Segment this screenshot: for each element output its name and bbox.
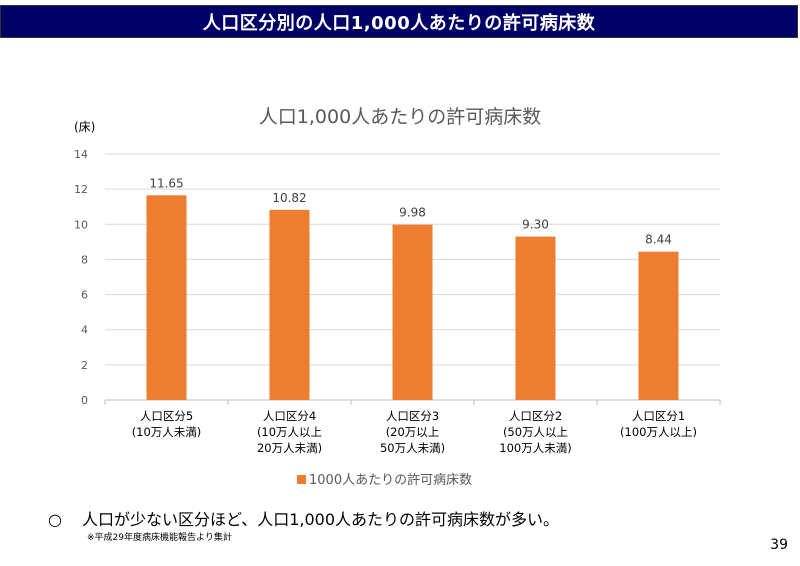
source-note: ※平成29年度病床機能報告より集計 bbox=[87, 533, 232, 543]
x-tick-label: 20万人未満) bbox=[257, 441, 322, 455]
legend-label: 1000人あたりの許可病床数 bbox=[309, 473, 472, 488]
bar bbox=[638, 251, 679, 400]
y-tick-label: 2 bbox=[81, 359, 88, 372]
x-tick-label: (100万人以上) bbox=[620, 425, 697, 439]
legend-swatch bbox=[297, 475, 306, 484]
summary-note: ○ 人口が少ない区分ほど、人口1,000人あたりの許可病床数が多い。 bbox=[48, 506, 559, 530]
data-label: 9.30 bbox=[522, 218, 549, 232]
y-tick-label: 10 bbox=[74, 218, 88, 231]
chart-title: 人口1,000人あたりの許可病床数 bbox=[259, 106, 541, 128]
bar bbox=[146, 195, 187, 400]
y-tick-label: 12 bbox=[74, 183, 88, 196]
x-tick-label: (20万以上 bbox=[386, 425, 440, 439]
y-tick-label: 6 bbox=[81, 289, 88, 302]
x-tick-label: 人口区分1 bbox=[632, 409, 685, 423]
summary-text: 人口が少ない区分ほど、人口1,000人あたりの許可病床数が多い。 bbox=[82, 510, 560, 529]
x-tick-label: (10万人以上 bbox=[257, 425, 322, 439]
data-label: 10.82 bbox=[272, 191, 306, 205]
y-tick-label: 8 bbox=[81, 253, 88, 266]
title-banner: 人口区分別の人口1,000人あたりの許可病床数 bbox=[0, 5, 798, 38]
x-tick-label: 100万人未満) bbox=[499, 441, 571, 455]
data-label: 8.44 bbox=[645, 233, 672, 247]
y-tick-label: 4 bbox=[81, 324, 88, 337]
data-label: 9.98 bbox=[399, 206, 426, 220]
x-tick-label: 人口区分4 bbox=[263, 409, 316, 423]
x-tick-label: (50万人以上 bbox=[503, 425, 568, 439]
x-tick-label: (10万人未満) bbox=[132, 425, 202, 439]
x-tick-label: 人口区分2 bbox=[509, 409, 562, 423]
page-title: 人口区分別の人口1,000人あたりの許可病床数 bbox=[202, 12, 596, 34]
x-tick-label: 人口区分5 bbox=[140, 409, 193, 423]
y-tick-label: 0 bbox=[81, 394, 88, 407]
bullet-circle: ○ bbox=[48, 510, 62, 529]
y-tick-label: 14 bbox=[74, 148, 88, 161]
x-tick-label: 50万人未満) bbox=[380, 441, 445, 455]
bar bbox=[515, 236, 556, 400]
page-number: 39 bbox=[770, 537, 788, 553]
x-tick-label: 人口区分3 bbox=[386, 409, 439, 423]
bar bbox=[392, 224, 433, 400]
bar bbox=[269, 209, 310, 400]
y-axis-unit-label: (床) bbox=[74, 120, 95, 134]
data-label: 11.65 bbox=[149, 176, 183, 190]
